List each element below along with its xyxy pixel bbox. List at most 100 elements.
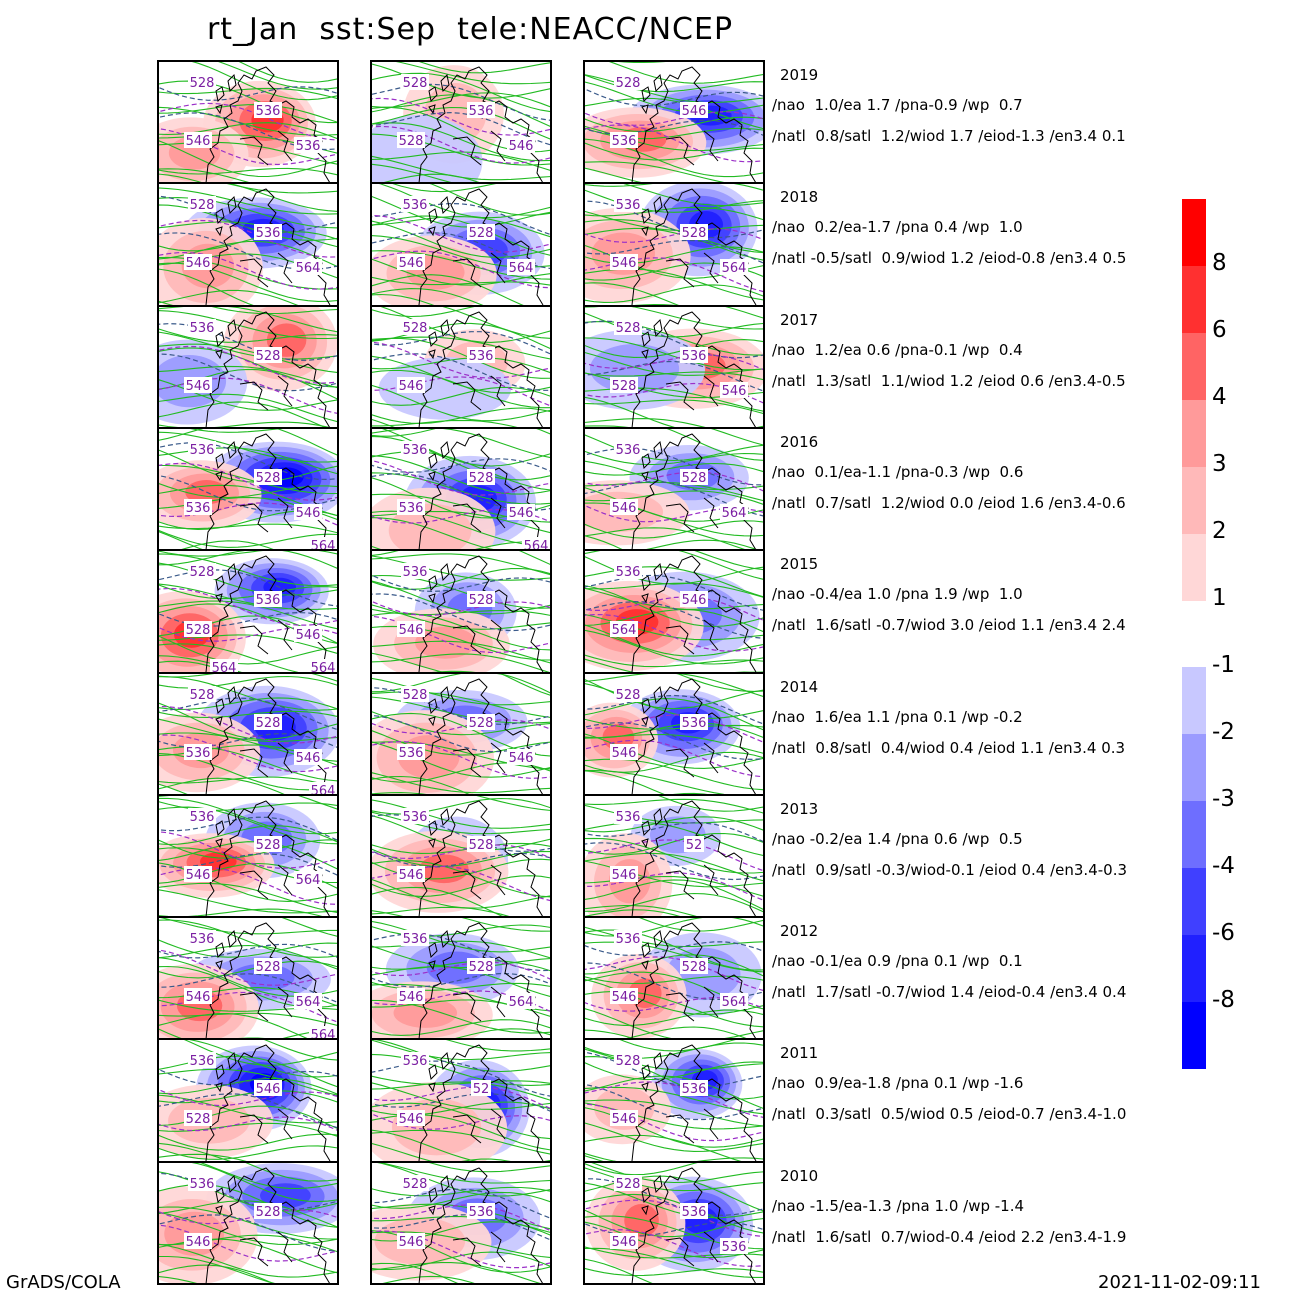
contour-label-text: 536 — [616, 443, 641, 458]
teleconnection-indices-line: /nao 1.6/ea 1.1 /pna 0.1 /wp -0.2 — [772, 707, 1023, 726]
geopotential-contour — [371, 133, 551, 166]
geopotential-contour — [371, 305, 551, 317]
climatology-contour-dashed — [371, 97, 551, 136]
geopotential-contour — [584, 142, 764, 161]
contour-label: 546 — [610, 1232, 638, 1250]
geopotential-contour — [371, 1075, 551, 1086]
coastline-islands — [428, 73, 450, 115]
colorbar-segment — [1182, 801, 1206, 868]
geopotential-contour — [584, 305, 764, 319]
colorbar-segment — [1182, 400, 1206, 467]
contour-label-text: 528 — [399, 134, 424, 149]
map-panel: 528 536 546 — [371, 305, 551, 428]
geopotential-contour — [158, 660, 228, 673]
geopotential-contour — [158, 701, 338, 740]
geopotential-contour — [158, 1143, 232, 1162]
geopotential-contour — [158, 562, 338, 596]
footer-software-label: GrADS/COLA — [6, 1272, 121, 1293]
map-panel-svg: 528 528 536 546 — [371, 672, 551, 795]
map-panel-svg: 528 546 536 — [584, 61, 764, 183]
row-year-label: 2014 — [780, 677, 819, 696]
coastline-islands — [215, 930, 237, 971]
contour-label: 546 — [680, 591, 708, 608]
contour-label-text: 564 — [311, 1028, 336, 1039]
geopotential-contour — [371, 791, 433, 795]
geopotential-contour — [158, 309, 338, 339]
contour-label-text: 536 — [616, 198, 641, 213]
coastline-islands — [641, 196, 663, 237]
geopotential-contour — [371, 797, 551, 815]
geopotential-contour — [158, 675, 338, 711]
contour-label: 536 — [467, 1202, 495, 1220]
geopotential-contour — [158, 1264, 276, 1284]
coastline — [418, 922, 544, 1040]
geopotential-contour — [584, 879, 764, 911]
contour-label: 528 — [188, 563, 216, 580]
row-year-label: 2012 — [780, 922, 819, 941]
contour-label: 536 — [188, 440, 216, 458]
geopotential-contour — [584, 73, 764, 104]
geopotential-contour — [584, 697, 764, 731]
geopotential-contour — [371, 1082, 551, 1111]
coastline-islands — [428, 807, 450, 849]
geopotential-contour — [371, 814, 551, 851]
geopotential-contour — [158, 1090, 338, 1104]
contour-label: 528 — [254, 958, 282, 975]
colorbar-tick-label: -3 — [1212, 786, 1235, 812]
geopotential-contour — [371, 407, 551, 424]
map-panel-svg: 528 536 546 — [371, 1161, 551, 1284]
sst-indices-line: /natl 0.7/satl 1.2/wiod 0.0 /eiod 1.6 /e… — [772, 493, 1126, 512]
teleconnection-indices-line: /nao 0.9/ea-1.8 /pna 0.1 /wp -1.6 — [772, 1074, 1024, 1093]
geopotential-contour — [584, 909, 684, 917]
geopotential-contour — [584, 1009, 764, 1027]
colorbar-tick-label: 4 — [1212, 384, 1227, 410]
geopotential-contour — [498, 672, 551, 696]
colorbar-positive — [1182, 199, 1206, 601]
contour-label: 528 — [254, 346, 282, 364]
contour-label: 546 — [610, 865, 638, 883]
contour-label: 52 — [471, 1080, 491, 1097]
geopotential-contour — [371, 386, 551, 406]
coastline-islands — [428, 1052, 450, 1093]
coastline-islands — [641, 73, 663, 115]
climatology-contour-dashed — [158, 127, 338, 166]
climatology-contour-dashed — [371, 1086, 551, 1110]
contour-label: 536 — [401, 196, 429, 213]
contour-label: 564 — [720, 503, 748, 521]
map-panel: 536 528 546 564 — [371, 917, 551, 1040]
contour-label-text: 528 — [190, 688, 215, 703]
contour-label-text: 564 — [722, 506, 747, 521]
climatology-contour-dashed — [584, 257, 764, 293]
geopotential-contour — [158, 917, 338, 935]
contour-label: 536 — [680, 346, 708, 364]
contour-label-text: 546 — [682, 593, 707, 608]
geopotential-contour — [584, 1267, 764, 1276]
colorbar-segment — [1182, 734, 1206, 801]
contour-label-text: 536 — [186, 501, 211, 516]
map-panel: 536 528 546 — [158, 305, 338, 428]
map-panel: 536 546 564 — [584, 550, 764, 673]
coastline — [205, 1167, 331, 1284]
geopotential-contour — [584, 268, 764, 301]
geopotential-contour — [158, 447, 338, 475]
geopotential-contour — [158, 745, 338, 781]
colorbar-segment — [1182, 467, 1206, 534]
contour-label-text: 546 — [509, 751, 534, 766]
colorbar-segment — [1182, 667, 1206, 734]
climatology-contour-dashed — [584, 1103, 764, 1142]
map-panel-svg: 528 536 546 564 — [158, 183, 338, 306]
map-panel: 536 528 546 564 — [158, 794, 338, 917]
contour-label: 528 — [184, 1110, 212, 1127]
map-panel-svg: 536 52 546 — [584, 794, 764, 917]
panel-row-separator — [584, 182, 764, 185]
geopotential-contour — [158, 290, 299, 306]
geopotential-contour — [371, 695, 551, 724]
geopotential-contour — [371, 553, 551, 576]
geopotential-contour — [584, 1258, 655, 1284]
climatology-contour-dashed — [371, 844, 551, 859]
sst-indices-line: /natl -0.5/satl 0.9/wiod 1.2 /eiod-0.8 /… — [772, 249, 1127, 268]
coastline-islands — [428, 563, 450, 604]
map-panel-svg: 528 536 528 546 564 564 — [158, 550, 338, 673]
anomaly-contour-dashed — [371, 972, 551, 988]
contour-label-text: 536 — [403, 1054, 428, 1069]
